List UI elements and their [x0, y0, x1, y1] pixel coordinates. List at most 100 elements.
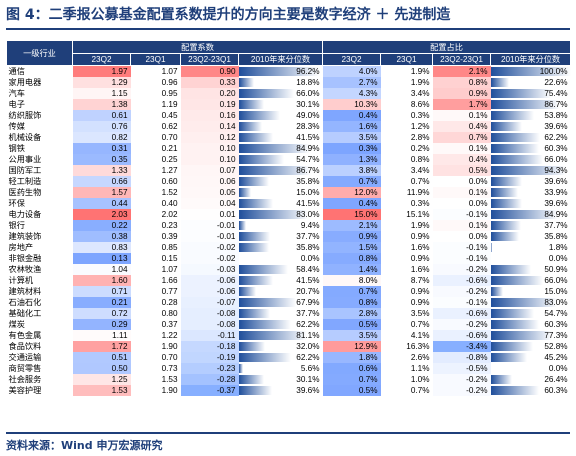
table-row: 农林牧渔 1.04 1.07 -0.03 58.4% 1.4% 1.6% -0.2% 50.9% — [7, 264, 571, 275]
value-cell: 3.4% — [410, 166, 430, 175]
table-row: 银行 0.22 0.23 -0.01 9.4% 2.1% 1.9% 0.1% 37.7% — [7, 220, 571, 231]
percentile-bar — [490, 287, 503, 296]
percentile-cell: 45.2% — [490, 352, 571, 363]
percentile-bar — [490, 276, 544, 285]
value-cell: 0.2% — [410, 144, 430, 153]
value-cell: 0.70 — [161, 353, 178, 362]
value-cell: 0.5% — [322, 319, 381, 330]
value-cell: 1.4% — [322, 264, 381, 275]
percentile-cell: 49.0% — [238, 110, 323, 121]
percentile-value: 15.0% — [296, 188, 320, 197]
percentile-cell: 20.7% — [238, 286, 323, 297]
value-cell: 0.5% — [322, 385, 381, 396]
percentile-bar — [490, 386, 539, 395]
value-cell: 1.22 — [161, 331, 178, 340]
value-cell: 0.06 — [180, 176, 239, 187]
percentile-cell: 39.6% — [490, 176, 571, 187]
percentile-bar — [490, 111, 534, 120]
percentile-bar — [490, 221, 521, 230]
percentile-value: 41.5% — [296, 133, 320, 142]
industry-name: 石油石化 — [8, 298, 42, 307]
value-cell: -0.06 — [180, 275, 239, 286]
percentile-value: 20.7% — [296, 287, 320, 296]
table-row: 食品饮料 1.72 1.90 -0.18 32.0% 12.9% 16.3% -3.4% 52.… — [7, 341, 571, 352]
percentile-value: 39.6% — [544, 199, 568, 208]
value-cell: 0.1% — [432, 143, 491, 154]
value-cell: 0.07 — [180, 165, 239, 176]
percentile-value: 53.8% — [544, 111, 568, 120]
value-cell: 1.3% — [322, 154, 381, 165]
percentile-cell: 0.0% — [239, 253, 323, 264]
value-cell: 0.6% — [322, 363, 381, 374]
header-col: 23Q2 — [72, 53, 131, 66]
table-row: 电子 1.38 1.19 0.19 30.1% 10.3% 8.6% 1.7% 86.7% — [7, 99, 571, 110]
value-cell: 2.1% — [322, 220, 381, 231]
value-cell: 0.7% — [410, 177, 430, 186]
value-cell: 0.62 — [161, 122, 178, 131]
header-allocation-coefficient: 配置系数 — [71, 40, 324, 54]
value-cell: 0.21 — [161, 144, 178, 153]
value-cell: 1.72 — [72, 341, 131, 352]
value-cell: -0.1% — [432, 253, 491, 264]
percentile-value: 60.3% — [544, 320, 568, 329]
percentile-bar — [490, 133, 541, 142]
table-row: 公用事业 0.35 0.25 0.10 54.7% 1.3% 0.8% 0.4% 66.0% — [7, 154, 571, 165]
percentile-cell: 32.0% — [238, 341, 323, 352]
percentile-cell: 62.2% — [238, 319, 323, 330]
value-cell: 0.1% — [432, 110, 491, 121]
value-cell: 0.7% — [322, 286, 381, 297]
value-cell: 0.1% — [432, 187, 491, 198]
value-cell: 0.4% — [432, 154, 491, 165]
percentile-value: 41.5% — [296, 199, 320, 208]
value-cell: 0.35 — [72, 154, 131, 165]
value-cell: 1.66 — [161, 276, 178, 285]
table-row: 汽车 1.15 0.95 0.20 66.0% 4.3% 3.4% 0.9% 75.4% — [7, 88, 571, 99]
percentile-bar — [490, 342, 533, 351]
value-cell: 1.27 — [161, 166, 178, 175]
percentile-cell: 28.3% — [238, 121, 323, 132]
percentile-bar — [490, 188, 518, 197]
value-cell: 0.9% — [410, 232, 430, 241]
industry-name: 计算机 — [8, 276, 34, 285]
percentile-cell: 0.0% — [491, 363, 571, 374]
percentile-cell: 5.6% — [238, 363, 323, 374]
value-cell: 1.6% — [410, 243, 430, 252]
value-cell: 0.3% — [410, 199, 430, 208]
value-cell: 4.1% — [410, 331, 430, 340]
value-cell: -0.37 — [180, 385, 239, 396]
percentile-value: 49.0% — [296, 111, 320, 120]
industry-name: 社会服务 — [8, 375, 42, 384]
percentile-value: 67.9% — [296, 298, 320, 307]
percentile-bar — [238, 232, 271, 241]
table-row: 通信 1.97 1.07 0.90 96.2% 4.0% 1.9% 2.1% 100.0% — [7, 65, 571, 77]
percentile-bar — [238, 122, 263, 131]
value-cell: 0.37 — [161, 320, 178, 329]
percentile-value: 26.4% — [544, 375, 568, 384]
percentile-bar — [238, 166, 312, 175]
percentile-cell: 58.4% — [238, 264, 323, 275]
percentile-bar — [490, 78, 509, 87]
value-cell: 0.04 — [180, 198, 239, 209]
value-cell: 0.83 — [72, 242, 131, 253]
value-cell: 3.5% — [410, 309, 430, 318]
percentile-bar — [238, 276, 274, 285]
value-cell: 0.19 — [180, 99, 239, 110]
percentile-cell: 1.8% — [490, 242, 571, 253]
industry-name: 通信 — [8, 67, 25, 76]
header-col: 23Q1 — [130, 53, 181, 66]
percentile-value: 86.7% — [296, 166, 320, 175]
percentile-value: 5.6% — [300, 364, 320, 373]
table-row: 国防军工 1.33 1.27 0.07 86.7% 3.8% 3.4% 0.5% 94.3% — [7, 165, 571, 176]
industry-name: 传媒 — [8, 122, 25, 131]
percentile-value: 84.9% — [296, 144, 320, 153]
percentile-cell: 0.0% — [491, 253, 571, 264]
percentile-cell: 35.8% — [238, 242, 323, 253]
value-cell: 0.8% — [432, 77, 491, 88]
percentile-bar — [490, 320, 539, 329]
value-cell: -0.1% — [432, 297, 491, 308]
percentile-cell: 18.8% — [238, 77, 323, 88]
table-row: 医药生物 1.57 1.52 0.05 15.0% 12.0% 11.9% 0.1% 33.9% — [7, 187, 571, 198]
percentile-cell: 83.0% — [490, 297, 571, 308]
value-cell: 1.90 — [161, 386, 178, 395]
percentile-bar — [490, 309, 535, 318]
